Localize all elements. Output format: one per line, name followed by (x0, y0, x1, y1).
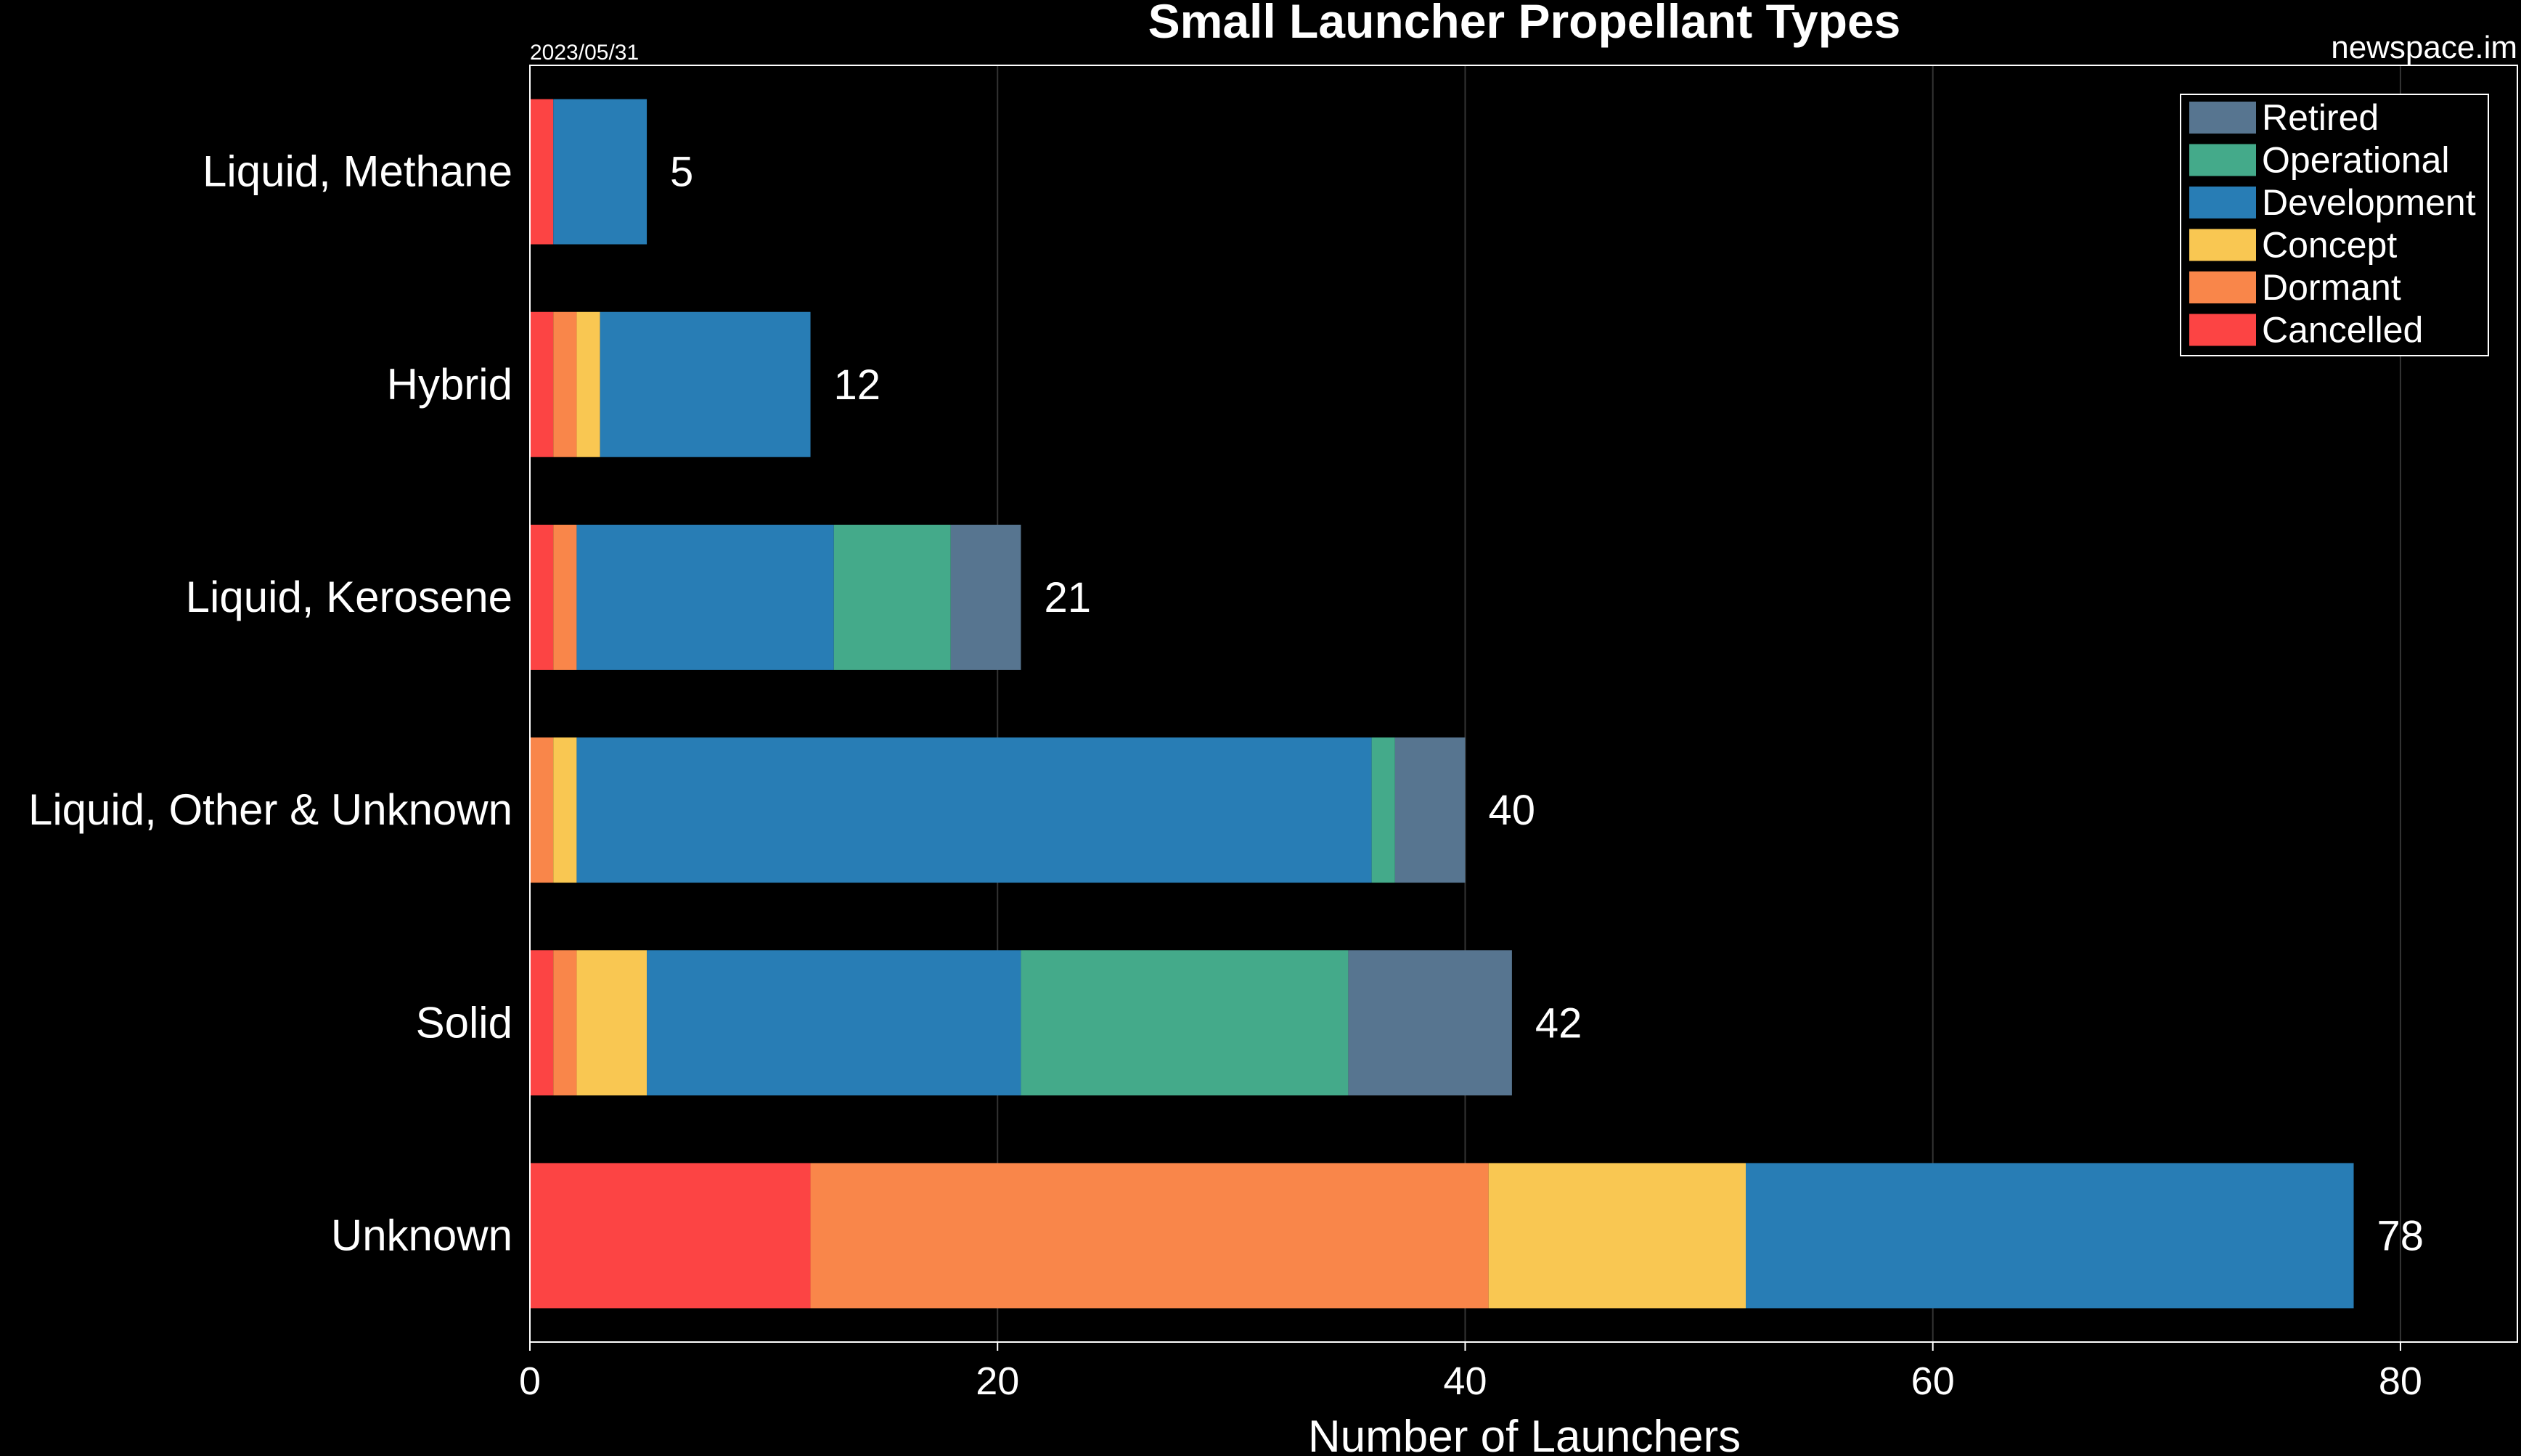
bar-liquid-other-unknown-concept (553, 737, 577, 883)
legend: RetiredOperationalDevelopmentConceptDorm… (2180, 94, 2489, 356)
legend-label-dormant: Dormant (2262, 267, 2401, 308)
bar-unknown-development (1746, 1163, 2354, 1309)
x-tick-label-20: 20 (976, 1359, 1019, 1403)
bar-liquid-other-unknown-development (576, 737, 1372, 883)
bar-hybrid-dormant (553, 311, 577, 457)
bar-liquid-other-unknown-operational (1371, 737, 1395, 883)
bars (530, 99, 2354, 1309)
legend-label-cancelled: Cancelled (2262, 310, 2423, 351)
bar-liquid-kerosene-operational (833, 524, 951, 670)
category-label-liquid-methane: Liquid, Methane (203, 147, 512, 196)
category-label-unknown: Unknown (331, 1211, 512, 1259)
legend-label-concept: Concept (2262, 225, 2397, 266)
category-label-solid: Solid (416, 998, 512, 1047)
total-label-liquid-kerosene: 21 (1044, 574, 1091, 621)
bar-liquid-kerosene-retired (950, 524, 1021, 670)
legend-label-operational: Operational (2262, 140, 2450, 181)
legend-swatch-cancelled (2189, 314, 2256, 346)
legend-swatch-dormant (2189, 271, 2256, 303)
legend-swatch-retired (2189, 102, 2256, 134)
bar-hybrid-development (600, 311, 811, 457)
bar-solid-operational (1021, 950, 1349, 1096)
total-labels: 5 12 21 40 42 78 (670, 149, 2424, 1260)
bar-solid-cancelled (530, 950, 554, 1096)
legend-frame (2180, 94, 2489, 356)
bar-solid-retired (1348, 950, 1512, 1096)
total-label-liquid-methane: 5 (670, 149, 693, 196)
bar-solid-development (647, 950, 1021, 1096)
legend-label-development: Development (2262, 182, 2476, 223)
chart-title: Small Launcher Propellant Types (1148, 0, 1901, 48)
bar-solid-concept (576, 950, 647, 1096)
bar-liquid-kerosene-cancelled (530, 524, 554, 670)
legend-swatch-development (2189, 187, 2256, 218)
bar-unknown-concept (1488, 1163, 1746, 1309)
plot-frame (529, 65, 2518, 1343)
category-label-hybrid: Hybrid (387, 360, 512, 409)
category-labels: Liquid, Methane Hybrid Liquid, Kerosene Liq… (28, 147, 512, 1260)
legend-label-retired: Retired (2262, 97, 2379, 138)
total-label-liquid-other-unknown: 40 (1488, 787, 1535, 834)
category-label-liquid-other-unknown: Liquid, Other & Unknown (28, 785, 512, 834)
bar-liquid-methane-development (553, 99, 647, 245)
bar-hybrid-cancelled (530, 311, 554, 457)
total-label-hybrid: 12 (834, 361, 881, 409)
legend-swatch-operational (2189, 144, 2256, 176)
total-label-unknown: 78 (2377, 1212, 2424, 1259)
bar-liquid-kerosene-development (576, 524, 834, 670)
category-label-liquid-kerosene: Liquid, Kerosene (186, 573, 512, 621)
bar-unknown-dormant (810, 1163, 1489, 1309)
x-axis-label: Number of Launchers (1308, 1412, 1741, 1456)
bar-liquid-other-unknown-dormant (530, 737, 554, 883)
x-tick-label-40: 40 (1443, 1359, 1487, 1403)
bar-liquid-kerosene-dormant (553, 524, 577, 670)
source-label: newspace.im (2331, 30, 2517, 65)
bar-liquid-other-unknown-retired (1394, 737, 1466, 883)
x-tick-label-60: 60 (1911, 1359, 1955, 1403)
bar-hybrid-concept (576, 311, 600, 457)
bar-liquid-methane-cancelled (530, 99, 554, 245)
bar-unknown-cancelled (530, 1163, 811, 1309)
x-ticks: 0 20 40 60 80 (519, 1342, 2422, 1403)
x-tick-label-0: 0 (519, 1359, 541, 1403)
legend-swatch-concept (2189, 229, 2256, 261)
total-label-solid: 42 (1535, 999, 1582, 1047)
x-tick-label-80: 80 (2379, 1359, 2422, 1403)
date-label: 2023/05/31 (530, 41, 639, 65)
bar-solid-dormant (553, 950, 577, 1096)
